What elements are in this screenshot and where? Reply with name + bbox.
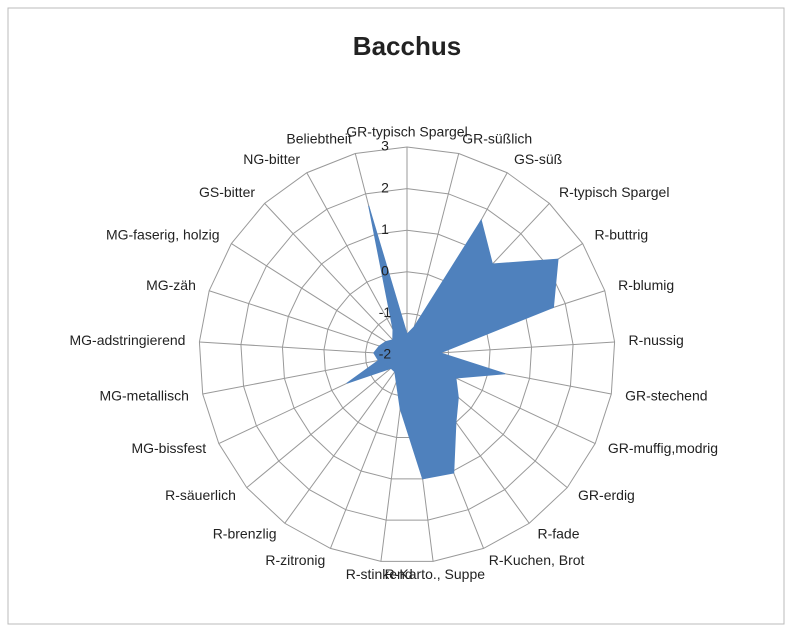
spoke	[329, 354, 408, 549]
category-label: GR-muffig,modrig	[608, 440, 718, 456]
category-label: R-brenzlig	[213, 525, 277, 541]
category-label: GS-süß	[514, 151, 562, 167]
category-label: R-Karto., Suppe	[385, 566, 486, 582]
spoke	[264, 203, 408, 356]
category-label: R-zitronig	[265, 552, 325, 568]
category-label: R-stinkend	[346, 566, 413, 582]
category-label: GR-typisch Spargel	[346, 124, 467, 140]
spoke	[231, 243, 408, 356]
category-label: GS-bitter	[199, 184, 255, 200]
spoke	[284, 354, 408, 524]
spoke	[246, 354, 408, 488]
category-label: GR-erdig	[578, 487, 635, 503]
category-label: Beliebtheit	[286, 131, 351, 147]
category-label: R-fade	[537, 525, 579, 541]
r-tick-label: 0	[381, 263, 389, 279]
category-label: MG-faserig, holzig	[106, 227, 220, 243]
category-label: R-Kuchen, Brot	[489, 552, 585, 568]
spoke	[199, 341, 408, 356]
r-tick-label: -2	[379, 346, 392, 362]
radar-area	[346, 205, 559, 480]
r-tick-label: 1	[381, 221, 389, 237]
r-tick-label: 2	[381, 179, 389, 195]
r-tick-label: 3	[381, 138, 389, 154]
category-label: MG-bissfest	[131, 440, 206, 456]
spoke	[406, 153, 460, 356]
spoke	[306, 172, 408, 356]
spoke	[209, 290, 408, 356]
category-label: GR-süßlich	[462, 131, 532, 147]
grid-ring	[198, 146, 616, 562]
category-label: GR-stechend	[625, 387, 707, 403]
category-label: MG-zäh	[146, 277, 196, 293]
category-label: NG-bitter	[243, 151, 300, 167]
category-label: R-buttrig	[594, 227, 648, 243]
category-label: MG-metallisch	[99, 387, 188, 403]
category-label: R-typisch Spargel	[559, 184, 670, 200]
category-label: R-nussig	[629, 332, 684, 348]
spoke	[202, 354, 408, 395]
category-label: MG-adstringierend	[70, 332, 186, 348]
r-tick-label: -1	[379, 304, 392, 320]
chart-title: Bacchus	[353, 31, 461, 61]
category-label: R-säuerlich	[165, 487, 236, 503]
category-label: R-blumig	[618, 277, 674, 293]
